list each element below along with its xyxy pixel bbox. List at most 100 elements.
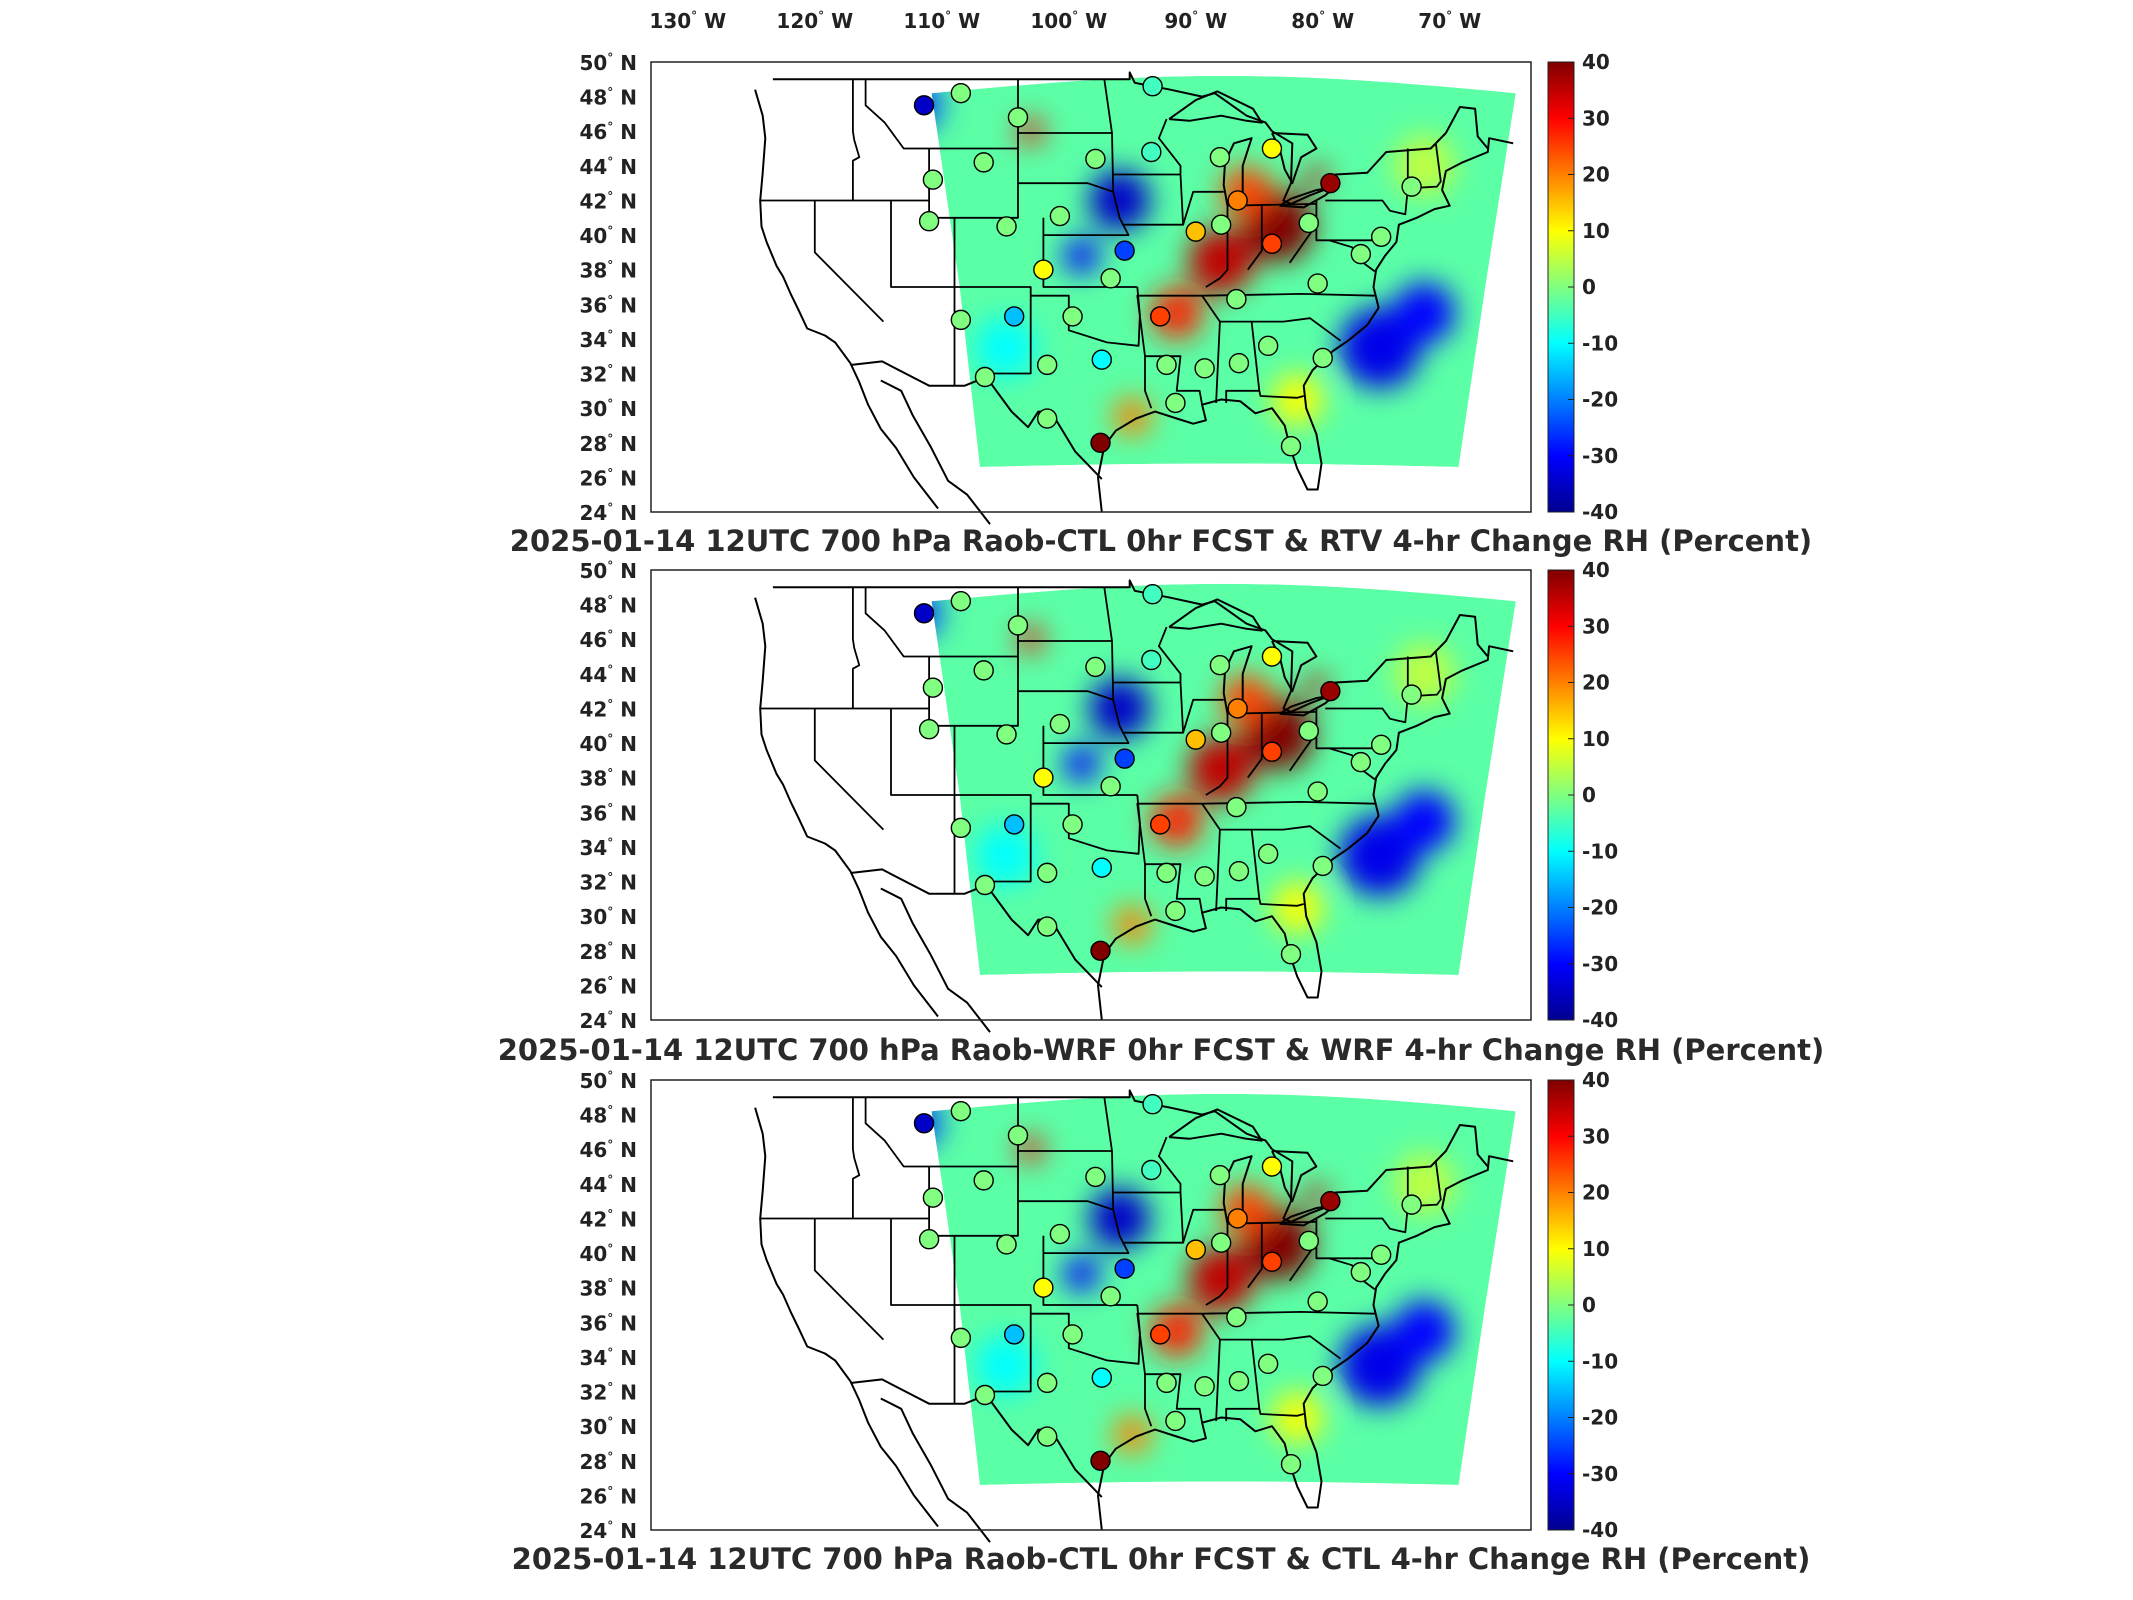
latitude-axis: 50° N 48° N 46° N 44° N 42° N 40° N 38° N 36° N… [579, 51, 637, 525]
raob-station-marker [1007, 615, 1029, 636]
state-border [1158, 118, 1182, 175]
colorbar-tick-label: -40 [1582, 1008, 1618, 1032]
lat-tick-label: 34° N [579, 1346, 637, 1370]
colorbar-tick-label: -40 [1582, 1518, 1618, 1542]
coastline [772, 1089, 1489, 1223]
lat-tick-label: 42° N [579, 1207, 637, 1231]
coastline [1097, 137, 1514, 513]
raob-station-marker [1003, 306, 1025, 327]
raob-station-marker [1165, 1410, 1186, 1432]
lake-outline [1222, 137, 1253, 207]
raob-station-marker [1227, 1208, 1248, 1229]
colorbar-tick-label: -10 [1582, 331, 1618, 355]
state-border [813, 708, 885, 831]
lat-tick-label: 24° N [579, 1519, 637, 1543]
coastline [1097, 645, 1514, 1021]
lat-tick-label: 44° N [579, 155, 637, 179]
raob-stations [913, 584, 1422, 965]
raob-station-marker [1007, 107, 1029, 128]
raob-station-marker [1114, 240, 1135, 261]
state-border [1103, 79, 1115, 192]
raob-station-marker [1003, 814, 1025, 835]
lat-tick-label: 42° N [579, 189, 637, 213]
raob-station-marker [1227, 190, 1248, 211]
lat-tick-label: 46° N [579, 628, 637, 652]
map-panel-1: 50° N 48° N 46° N 44° N 42° N 40° N 38° N 36° N… [510, 50, 1812, 558]
lat-tick-label: 40° N [579, 224, 637, 248]
raob-station-marker [950, 590, 972, 612]
field-blob [1089, 1187, 1151, 1249]
lat-tick-label: 30° N [579, 397, 637, 421]
colorbar: 40 30 20 10 0 -10 -20 -30 -40 [1547, 50, 1618, 524]
colorbar-tick-label: -30 [1582, 444, 1618, 468]
lon-tick-label: 100° W [1030, 9, 1107, 33]
raob-station-marker [1298, 1230, 1319, 1252]
coastline [851, 1378, 1103, 1498]
colorbar-tick-label: 20 [1582, 163, 1610, 187]
raob-station-marker [1280, 1454, 1302, 1475]
state-border [1247, 713, 1263, 779]
raob-station-marker [1350, 751, 1372, 773]
raob-station-marker [1090, 940, 1111, 961]
raob-station-marker [1049, 713, 1071, 735]
raob-station-marker [1100, 776, 1121, 797]
field-blob [1221, 166, 1272, 218]
state-border [1158, 1136, 1182, 1193]
state-border [928, 147, 1019, 219]
state-border [1018, 1200, 1130, 1254]
raob-station-marker [1194, 866, 1215, 887]
lat-tick-label: 26° N [579, 1484, 637, 1508]
raob-station-marker [1320, 680, 1341, 702]
raob-station-marker [974, 874, 996, 896]
state-border [1182, 698, 1224, 733]
lon-tick-label: 90° W [1164, 9, 1227, 33]
raob-station-marker [1141, 141, 1162, 163]
raob-station-marker [918, 211, 940, 232]
raob-station-marker [1185, 729, 1206, 750]
top-longitude-axis: 130° W 120° W 110° W 100° W 90° W 80° W 70° W [649, 9, 1481, 33]
lat-tick-label: 28° N [579, 1450, 637, 1474]
lake-outline [1222, 1155, 1253, 1225]
raob-station-marker [1261, 233, 1283, 254]
raob-station-marker [1312, 1365, 1333, 1387]
raob-station-marker [1370, 226, 1392, 248]
raob-station-marker [1298, 720, 1319, 742]
colorbar: 40 30 20 10 0 -10 -20 -30 -40 [1547, 558, 1618, 1032]
state-border [1144, 356, 1153, 409]
state-border [1136, 294, 1203, 405]
field-blob [1188, 1246, 1255, 1313]
panel-title: 2025-01-14 12UTC 700 hPa Raob-CTL 0hr FC… [510, 524, 1812, 558]
raob-station-marker [1090, 432, 1111, 453]
raob-station-marker [1007, 1125, 1029, 1146]
raob-station-marker [1033, 767, 1054, 788]
raob-station-marker [996, 1234, 1017, 1255]
colorbar-tick-label: -40 [1582, 500, 1618, 524]
coastline [772, 71, 1489, 205]
raob-station-marker [1091, 1367, 1112, 1388]
map-frame [650, 61, 1532, 513]
lat-tick-label: 30° N [579, 1415, 637, 1439]
raob-station-marker [1062, 1324, 1083, 1345]
raob-station-marker [1156, 354, 1177, 376]
state-border [1258, 898, 1304, 907]
raob-station-marker [1257, 335, 1279, 357]
raob-station-marker [1033, 1277, 1054, 1298]
raob-station-marker [1090, 1450, 1111, 1471]
state-border [1205, 205, 1229, 288]
lat-tick-label: 48° N [579, 86, 637, 110]
state-border [1018, 182, 1130, 236]
raob-station-marker [1350, 1261, 1372, 1283]
lat-tick-label: 36° N [579, 293, 637, 317]
state-border [890, 200, 955, 288]
state-border [890, 1218, 955, 1306]
field-blob [974, 825, 1036, 887]
raob-stations [913, 1094, 1422, 1475]
raob-station-marker [1370, 734, 1392, 756]
field-blob [1113, 905, 1152, 944]
raob-station-marker [913, 95, 935, 116]
raob-station-marker [1100, 1286, 1121, 1307]
raob-station-marker [950, 1100, 972, 1122]
raob-station-marker [1150, 306, 1171, 327]
raob-station-marker [1209, 654, 1231, 676]
lat-tick-label: 36° N [579, 1311, 637, 1335]
